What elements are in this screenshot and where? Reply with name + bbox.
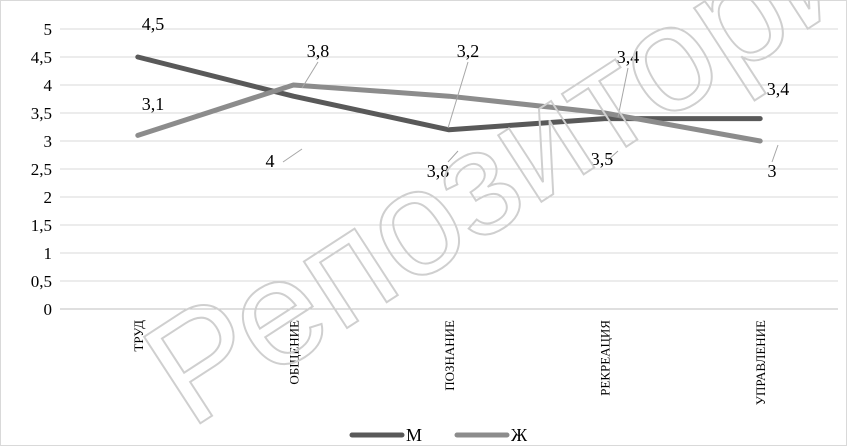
data-labels: 4,5 3,8 3,2 3,4 3,4 3,1 4 3,8 3,5 3 <box>142 14 790 181</box>
label-leader-line <box>282 148 303 163</box>
y-tick-label: 5 <box>44 20 53 39</box>
data-label: 3,1 <box>142 94 165 114</box>
label-leader-line <box>771 144 779 163</box>
data-label: 3,4 <box>617 47 640 67</box>
label-leader-line <box>617 67 629 118</box>
data-label: 3,8 <box>307 41 330 61</box>
legend-label: Ж <box>511 425 528 445</box>
x-category-label: ОБЩЕНИЕ <box>286 320 301 385</box>
data-label: 4 <box>266 151 275 171</box>
x-category-label: РЕКРЕАЦИЯ <box>598 320 613 396</box>
data-label: 4,5 <box>142 14 165 34</box>
y-tick-label: 2,5 <box>31 160 52 179</box>
y-tick-label: 4 <box>44 76 53 95</box>
data-label: 3 <box>768 161 777 181</box>
y-tick-label: 2 <box>44 188 53 207</box>
y-tick-label: 0 <box>44 300 53 319</box>
label-leader-line <box>447 150 459 163</box>
data-label: 3,4 <box>767 79 790 99</box>
label-leader-line <box>607 150 619 161</box>
legend-label: М <box>406 425 422 445</box>
x-category-label: ТРУД <box>131 320 146 352</box>
label-leader-line <box>447 61 469 129</box>
x-category-label: ПОЗНАНИЕ <box>442 320 457 391</box>
y-tick-label: 3,5 <box>31 104 52 123</box>
y-tick-label: 3 <box>44 132 53 151</box>
data-label: 3,2 <box>457 41 480 61</box>
data-label: 3,5 <box>591 149 614 169</box>
label-leader-line <box>301 61 319 89</box>
series-lines <box>135 54 763 144</box>
y-tick-label: 4,5 <box>31 48 52 67</box>
y-axis-ticks: 0 0,5 1 1,5 2 2,5 3 3,5 4 4,5 5 <box>31 20 53 319</box>
y-tick-label: 0,5 <box>31 272 52 291</box>
series-line <box>135 54 763 133</box>
data-label: 3,8 <box>427 161 450 181</box>
x-category-label: УПРАВЛЕНИЕ <box>753 320 768 405</box>
y-tick-label: 1,5 <box>31 216 52 235</box>
gridlines <box>60 28 838 310</box>
x-axis-categories: ТРУД ОБЩЕНИЕ ПОЗНАНИЕ РЕКРЕАЦИЯ УПРАВЛЕНИЕ <box>131 320 768 406</box>
y-tick-label: 1 <box>44 244 53 263</box>
series-line <box>135 82 763 144</box>
